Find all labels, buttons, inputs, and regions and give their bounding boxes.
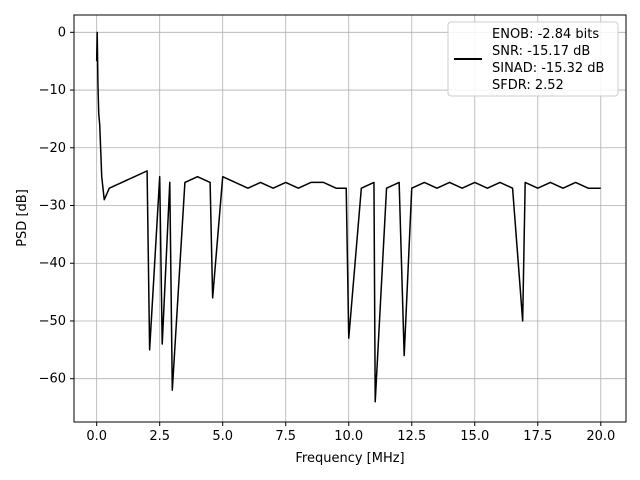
legend-entry-sfdr: SFDR: 2.52 [492, 78, 564, 93]
plot-frame [73, 14, 627, 423]
x-tick-label: 2.5 [149, 429, 170, 444]
x-tick-label: 10.0 [334, 429, 363, 444]
legend-entry-enob: ENOB: -2.84 bits [492, 27, 599, 42]
series-layer [95, 31, 601, 403]
x-tick-label: 12.5 [397, 429, 426, 444]
y-tick-label: −60 [39, 372, 66, 387]
y-axis: 0 −10 −20 −30 −40 −50 −60 [39, 25, 74, 387]
y-axis-label: PSD [dB] [15, 189, 30, 247]
y-tick-label: 0 [58, 25, 66, 40]
x-tick-label: 7.5 [275, 429, 296, 444]
y-tick-label: −50 [39, 314, 66, 329]
y-tick-label: −30 [39, 199, 66, 214]
x-axis: 0.0 2.5 5.0 7.5 10.0 12.5 15.0 17.5 20.0 [86, 422, 615, 444]
legend-entry-sinad: SINAD: -15.32 dB [492, 61, 604, 76]
legend-entry-snr: SNR: -15.17 dB [492, 44, 590, 59]
y-tick-label: −20 [39, 141, 66, 156]
legend-box [447, 21, 619, 97]
y-tick-label: −40 [39, 256, 66, 271]
legend: ENOB: -2.84 bits SNR: -15.17 dB SINAD: -… [447, 21, 619, 97]
x-axis-label: Frequency [MHz] [295, 451, 404, 466]
x-tick-label: 15.0 [460, 429, 489, 444]
psd-series-line [95, 31, 601, 403]
y-tick-label: −10 [39, 83, 66, 98]
x-tick-label: 17.5 [523, 429, 552, 444]
x-tick-label: 20.0 [586, 429, 615, 444]
x-tick-label: 0.0 [86, 429, 107, 444]
x-tick-label: 5.0 [212, 429, 233, 444]
